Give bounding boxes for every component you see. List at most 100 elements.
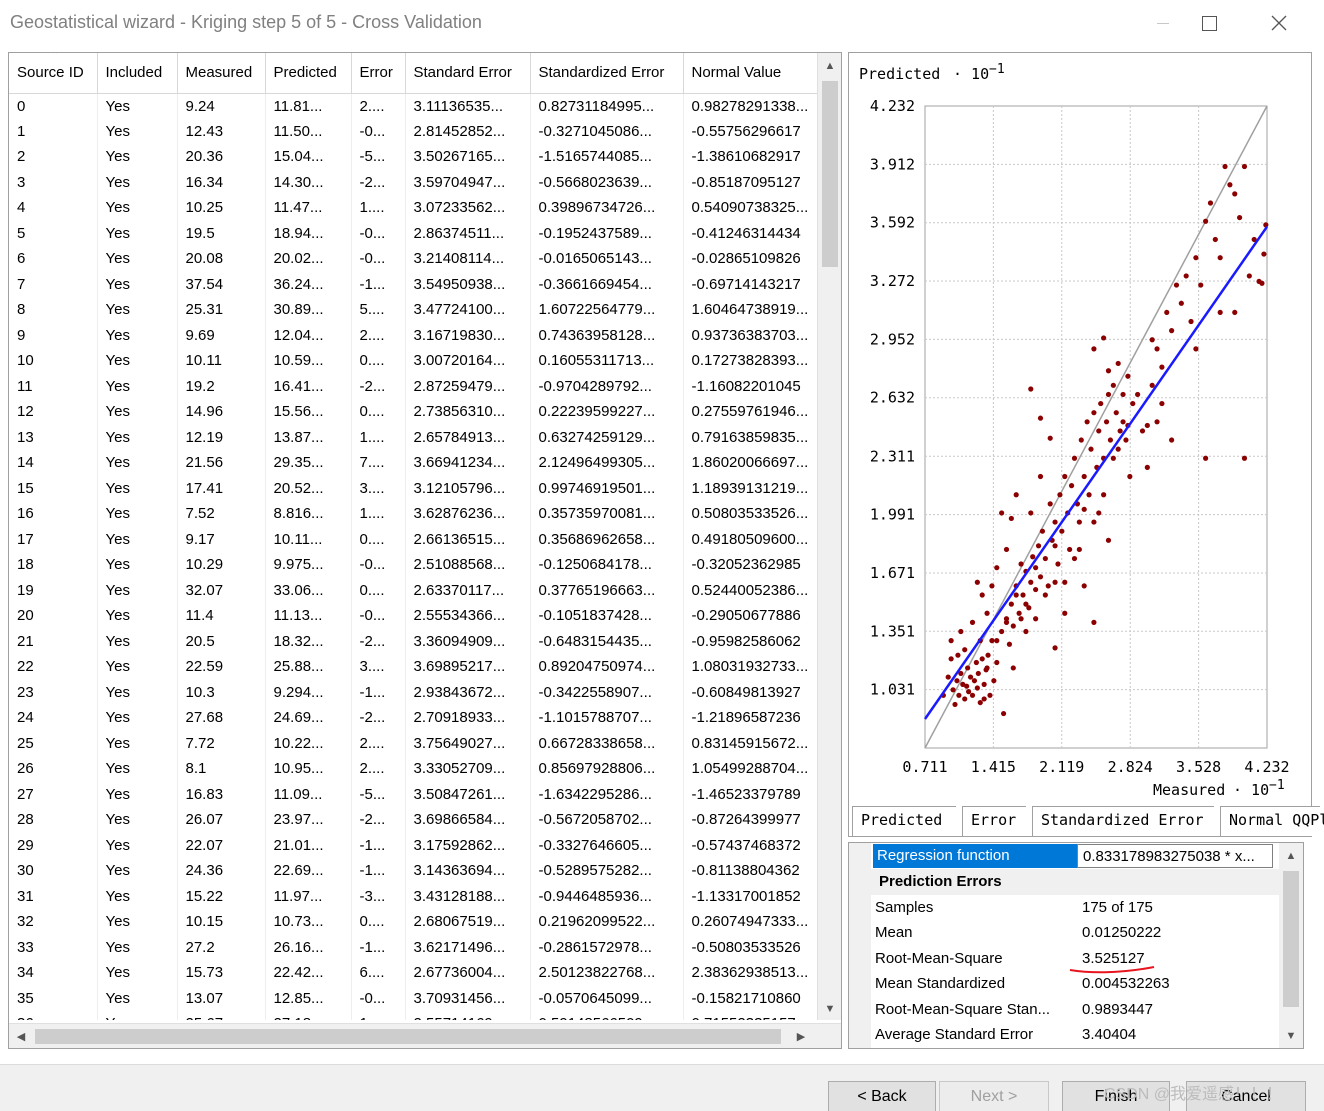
- table-cell: -0.3661669454...: [530, 271, 684, 297]
- table-row[interactable]: 25 Yes 7.72 10.22... 2.... 3.75649027... 0.667…: [9, 730, 817, 756]
- scroll-left-icon[interactable]: ◀: [16, 1031, 26, 1043]
- table-row[interactable]: 27 Yes 16.83 11.09... -5... 3.50847261... -1.6…: [9, 781, 817, 807]
- table-row[interactable]: 30 Yes 24.36 22.69... -1... 3.14363694... -0.5…: [9, 858, 817, 884]
- table-cell: 15.22: [177, 883, 266, 909]
- props-scroll-down-icon[interactable]: ▼: [1285, 1030, 1297, 1042]
- props-scroll-thumb[interactable]: [1283, 871, 1299, 1007]
- next-button[interactable]: Next >: [939, 1081, 1049, 1111]
- table-row[interactable]: 28 Yes 26.07 23.97... -2... 3.69866584... -0.5…: [9, 807, 817, 833]
- table-row[interactable]: 14 Yes 21.56 29.35... 7.... 3.66941234... 2.12…: [9, 450, 817, 476]
- y-tick-label: 2.952: [870, 330, 915, 348]
- table-row[interactable]: 6 Yes 20.08 20.02... -0... 3.21408114... -0.01…: [9, 246, 817, 272]
- table-row[interactable]: 4 Yes 10.25 11.47... 1.... 3.07233562... 0.398…: [9, 195, 817, 221]
- tab-standardized-error[interactable]: Standardized Error: [1032, 806, 1214, 836]
- table-cell: 1.60722564779...: [530, 297, 684, 323]
- tab-error[interactable]: Error: [962, 806, 1026, 836]
- table-cell: 2.55714169...: [405, 1011, 531, 1020]
- tab-normal-qqplot[interactable]: Normal QQPlot: [1220, 806, 1324, 836]
- mean-standardized-row[interactable]: Mean Standardized 0.004532263: [849, 971, 1279, 997]
- table-row[interactable]: 23 Yes 10.3 9.294... -1... 2.93843672... -0.34…: [9, 679, 817, 705]
- average-standard-error-row[interactable]: Average Standard Error 3.40404: [849, 1022, 1279, 1048]
- cross-validation-table: ⌃ Source ID Included Measured Predicted Error…: [8, 52, 842, 1049]
- column-header[interactable]: Standardized Error: [530, 53, 684, 94]
- finish-button[interactable]: Finish: [1062, 1081, 1170, 1111]
- x-axis-scale: · 10: [1233, 781, 1269, 799]
- table-cell: 0: [9, 93, 98, 119]
- data-point: [1188, 318, 1194, 325]
- column-header[interactable]: Included: [97, 53, 178, 94]
- table-row[interactable]: 7 Yes 37.54 36.24... -1... 3.54950938... -0.36…: [9, 271, 817, 297]
- table-row[interactable]: 2 Yes 20.36 15.04... -5... 3.50267165... -1.51…: [9, 144, 817, 170]
- table-row[interactable]: 0 Yes 9.24 11.81... 2.... 3.11136535... 0.8273…: [9, 93, 817, 119]
- table-cell: 21: [9, 628, 98, 654]
- minimize-button[interactable]: [1140, 8, 1186, 38]
- table-row[interactable]: 10 Yes 10.11 10.59... 0.... 3.00720164... 0.16…: [9, 348, 817, 374]
- prediction-errors-group[interactable]: Prediction Errors: [849, 869, 1279, 895]
- table-row[interactable]: 5 Yes 19.5 18.94... -0... 2.86374511... -0.195…: [9, 220, 817, 246]
- scroll-down-icon[interactable]: ▼: [824, 1003, 836, 1015]
- props-scroll-up-icon[interactable]: ▲: [1285, 850, 1297, 862]
- column-header[interactable]: Standard Error: [405, 53, 531, 94]
- table-horizontal-scrollbar[interactable]: ◀ ▶: [9, 1023, 841, 1048]
- data-point: [948, 656, 954, 662]
- column-header[interactable]: Measured: [177, 53, 266, 94]
- column-header[interactable]: Predicted: [265, 53, 352, 94]
- data-point: [1125, 373, 1131, 379]
- table-row[interactable]: 13 Yes 12.19 13.87... 1.... 2.65784913... 0.63…: [9, 424, 817, 450]
- data-point: [1033, 616, 1039, 622]
- table-row[interactable]: 19 Yes 32.07 33.06... 0.... 2.63370117... 0.37…: [9, 577, 817, 603]
- table-row[interactable]: 18 Yes 10.29 9.975... -0... 2.51088568... -0.1…: [9, 552, 817, 578]
- table-cell: 1.60464738919...: [683, 297, 817, 323]
- table-vertical-scrollbar[interactable]: ▲ ▼: [817, 53, 841, 1020]
- table-cell: 0.98278291338...: [683, 93, 817, 119]
- table-hscroll-thumb[interactable]: [35, 1029, 781, 1044]
- data-point: [1241, 455, 1248, 461]
- column-header[interactable]: Normal Value: [683, 53, 817, 94]
- table-row[interactable]: 15 Yes 17.41 20.52... 3.... 3.12105796... 0.99…: [9, 475, 817, 501]
- table-cell: 3.21408114...: [405, 246, 531, 272]
- props-scrollbar[interactable]: ▲ ▼: [1279, 843, 1303, 1048]
- samples-label: Samples: [875, 898, 934, 916]
- rms-row[interactable]: Root-Mean-Square 3.525127: [849, 946, 1279, 972]
- scroll-up-icon[interactable]: ▲: [824, 60, 836, 72]
- table-row[interactable]: 22 Yes 22.59 25.88... 3.... 3.69895217... 0.89…: [9, 654, 817, 680]
- table-row[interactable]: 1 Yes 12.43 11.50... -0... 2.81452852... -0.32…: [9, 118, 817, 144]
- table-row[interactable]: 33 Yes 27.2 26.16... -1... 3.62171496... -0.28…: [9, 934, 817, 960]
- table-row[interactable]: 20 Yes 11.4 11.13... -0... 2.55534366... -0.10…: [9, 603, 817, 629]
- mean-row[interactable]: Mean 0.01250222: [849, 920, 1279, 946]
- data-point: [1110, 382, 1116, 388]
- table-row[interactable]: 32 Yes 10.15 10.73... 0.... 2.68067519... 0.21…: [9, 909, 817, 935]
- tab-predicted[interactable]: Predicted: [852, 806, 956, 836]
- table-row[interactable]: 17 Yes 9.17 10.11... 0.... 2.66136515... 0.356…: [9, 526, 817, 552]
- table-cell: 0.22239599227...: [530, 399, 684, 425]
- table-row[interactable]: 21 Yes 20.5 18.32... -2... 3.36094909... -0.64…: [9, 628, 817, 654]
- data-point: [1096, 510, 1102, 516]
- data-point: [1047, 435, 1053, 441]
- table-row[interactable]: 31 Yes 15.22 11.97... -3... 3.43128188... -0.9…: [9, 883, 817, 909]
- table-row[interactable]: 34 Yes 15.73 22.42... 6.... 2.67736004... 2.50…: [9, 960, 817, 986]
- column-header[interactable]: Error: [351, 53, 406, 94]
- cancel-button[interactable]: Cancel: [1186, 1081, 1306, 1111]
- table-row[interactable]: 9 Yes 9.69 12.04... 2.... 3.16719830... 0.7436…: [9, 322, 817, 348]
- rms-standardized-row[interactable]: Root-Mean-Square Stan... 0.9893447: [849, 997, 1279, 1023]
- table-row[interactable]: 11 Yes 19.2 16.41... -2... 2.87259479... -0.97…: [9, 373, 817, 399]
- table-row[interactable]: 16 Yes 7.52 8.816... 1.... 3.62876236... 0.357…: [9, 501, 817, 527]
- regression-function-row[interactable]: Regression function 0.833178983275038 * …: [849, 843, 1279, 869]
- table-row[interactable]: 24 Yes 27.68 24.69... -2... 2.70918933... -1.1…: [9, 705, 817, 731]
- data-point: [950, 687, 956, 693]
- table-row[interactable]: 26 Yes 8.1 10.95... 2.... 3.33052709... 0.8569…: [9, 756, 817, 782]
- column-header[interactable]: ⌃ Source ID: [9, 53, 98, 94]
- table-vscroll-thumb[interactable]: [822, 81, 838, 267]
- back-button[interactable]: < Back: [828, 1081, 936, 1111]
- table-row[interactable]: 36Yes25.6727.18...1....2.55714169...0.59…: [9, 1011, 817, 1020]
- regression-function-value[interactable]: 0.833178983275038 * x...: [1077, 844, 1273, 868]
- samples-row[interactable]: Samples 175 of 175: [849, 895, 1279, 921]
- close-button[interactable]: [1256, 8, 1302, 38]
- table-row[interactable]: 29 Yes 22.07 21.01... -1... 3.17592862... -0.3…: [9, 832, 817, 858]
- table-row[interactable]: 8 Yes 25.31 30.89... 5.... 3.47724100... 1.607…: [9, 297, 817, 323]
- table-row[interactable]: 3 Yes 16.34 14.30... -2... 3.59704947... -0.56…: [9, 169, 817, 195]
- scroll-right-icon[interactable]: ▶: [796, 1031, 806, 1043]
- table-row[interactable]: 12 Yes 14.96 15.56... 0.... 2.73856310... 0.22…: [9, 399, 817, 425]
- maximize-button[interactable]: [1186, 8, 1232, 38]
- table-row[interactable]: 35 Yes 13.07 12.85... -0... 3.70931456... -0.0…: [9, 985, 817, 1011]
